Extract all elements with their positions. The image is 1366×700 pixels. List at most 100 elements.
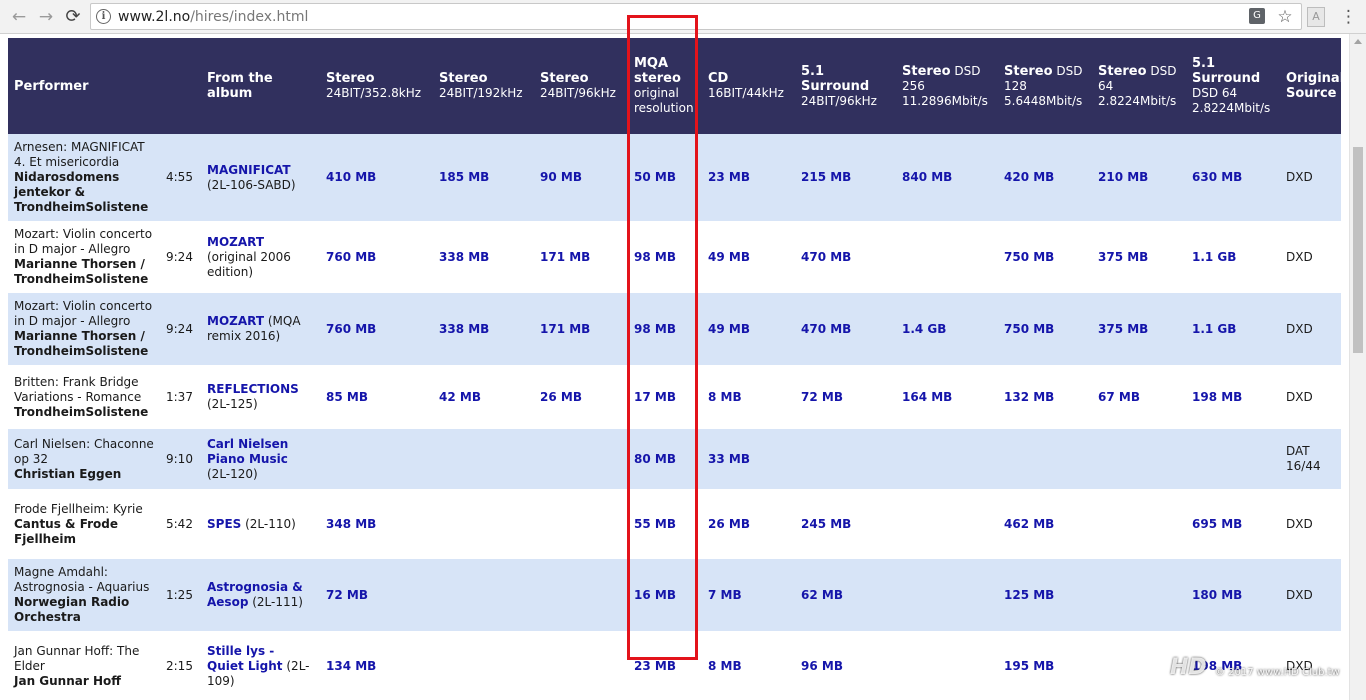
download-link[interactable]: 338 MB — [439, 249, 490, 264]
download-link[interactable]: 72 MB — [801, 389, 843, 404]
download-link[interactable]: 8 MB — [708, 389, 742, 404]
source-cell: DXD — [1280, 631, 1341, 700]
download-link[interactable]: 33 MB — [708, 451, 750, 466]
artist-name: Marianne Thorsen / TrondheimSolistene — [14, 257, 149, 286]
download-link[interactable]: 215 MB — [801, 170, 852, 184]
download-link[interactable]: 470 MB — [801, 249, 852, 264]
download-cell-dsd128: 750 MB — [998, 221, 1092, 293]
download-link[interactable]: 410 MB — [326, 170, 377, 184]
empty-cell — [998, 429, 1092, 489]
album-link[interactable]: MOZART — [207, 234, 265, 249]
download-link[interactable]: 1.1 GB — [1192, 321, 1237, 336]
download-link[interactable]: 164 MB — [902, 389, 953, 404]
download-link[interactable]: 7 MB — [708, 587, 742, 602]
download-link[interactable]: 1.1 GB — [1192, 249, 1237, 264]
url-text[interactable]: www.2l.no/hires/index.html — [118, 8, 308, 26]
download-link[interactable]: 198 MB — [1192, 389, 1243, 404]
header-surround-dsd: 5.1 Surround DSD 64 2.8224Mbit/s — [1186, 38, 1280, 134]
table-header-row: Performer From the album Stereo 24BIT/352… — [8, 38, 1344, 134]
download-link[interactable]: 67 MB — [1098, 389, 1140, 404]
download-link[interactable]: 695 MB — [1192, 516, 1243, 531]
download-link[interactable]: 17 MB — [634, 389, 676, 404]
album-cell: MOZART (original 2006 edition) — [201, 221, 320, 293]
download-link[interactable]: 462 MB — [1004, 516, 1055, 531]
download-link[interactable]: 180 MB — [1192, 587, 1243, 602]
artist-name: Cantus & Frode Fjellheim — [14, 516, 119, 546]
performer-cell: Frode Fjellheim: Kyrie Cantus & Frode Fje… — [8, 489, 160, 559]
scroll-up-icon[interactable] — [1354, 39, 1362, 44]
download-link[interactable]: 134 MB — [326, 658, 377, 673]
download-link[interactable]: 23 MB — [634, 658, 676, 673]
download-link[interactable]: 49 MB — [708, 321, 750, 336]
download-link[interactable]: 348 MB — [326, 516, 377, 531]
source-cell: DAT 16/44 — [1280, 429, 1341, 489]
download-cell-mqa: 55 MB — [628, 489, 702, 559]
download-link[interactable]: 760 MB — [326, 321, 377, 336]
info-icon[interactable]: i — [96, 9, 111, 24]
download-link[interactable]: 8 MB — [708, 658, 742, 673]
download-cell-mqa: 80 MB — [628, 429, 702, 489]
download-link[interactable]: 210 MB — [1098, 170, 1149, 184]
download-link[interactable]: 750 MB — [1004, 321, 1055, 336]
download-link[interactable]: 470 MB — [801, 321, 852, 336]
download-link[interactable]: 338 MB — [439, 321, 490, 336]
download-link[interactable]: 750 MB — [1004, 249, 1055, 264]
download-link[interactable]: 420 MB — [1004, 170, 1055, 184]
download-link[interactable]: 375 MB — [1098, 321, 1149, 336]
download-link[interactable]: 171 MB — [540, 321, 591, 336]
download-link[interactable]: 49 MB — [708, 249, 750, 264]
translate-icon[interactable]: G — [1249, 8, 1265, 24]
url-host: www.2l.no — [118, 9, 191, 25]
bookmark-star-icon[interactable]: ☆ — [1277, 7, 1293, 27]
download-link[interactable]: 26 MB — [708, 516, 750, 531]
download-link[interactable]: 375 MB — [1098, 249, 1149, 264]
extension-icon[interactable]: A — [1307, 7, 1325, 27]
download-link[interactable]: 96 MB — [801, 658, 843, 673]
download-cell-surdsd: 630 MB — [1186, 134, 1280, 221]
download-link[interactable]: 42 MB — [439, 389, 481, 404]
album-link[interactable]: MOZART — [207, 314, 265, 328]
download-link[interactable]: 198 MB — [1192, 658, 1243, 673]
download-link[interactable]: 90 MB — [540, 170, 582, 184]
empty-cell — [896, 559, 998, 631]
artist-name: TrondheimSolistene — [14, 404, 149, 419]
duration-cell: 5:42 — [160, 489, 201, 559]
scrollbar[interactable] — [1349, 34, 1366, 700]
forward-icon[interactable]: → — [38, 7, 54, 27]
album-link[interactable]: REFLECTIONS — [207, 382, 299, 396]
download-link[interactable]: 185 MB — [439, 170, 490, 184]
download-link[interactable]: 630 MB — [1192, 170, 1243, 184]
album-link[interactable]: Carl Nielsen Piano Music — [207, 436, 289, 466]
download-link[interactable]: 50 MB — [634, 170, 676, 184]
download-link[interactable]: 125 MB — [1004, 587, 1055, 602]
download-link[interactable]: 62 MB — [801, 587, 843, 602]
download-link[interactable]: 98 MB — [634, 321, 676, 336]
download-link[interactable]: 245 MB — [801, 516, 852, 531]
download-link[interactable]: 23 MB — [708, 170, 750, 184]
download-link[interactable]: 132 MB — [1004, 389, 1055, 404]
header-mqa: MQA stereo original resolution — [628, 38, 702, 134]
download-link[interactable]: 55 MB — [634, 516, 676, 531]
album-link[interactable]: MAGNIFICAT — [207, 162, 291, 177]
download-link[interactable]: 760 MB — [326, 249, 377, 264]
menu-icon[interactable]: ⋮ — [1340, 7, 1357, 27]
album-link[interactable]: Stille lys - Quiet Light — [207, 643, 283, 673]
download-link[interactable]: 195 MB — [1004, 658, 1055, 673]
header-cd: CD 16BIT/44kHz — [702, 38, 795, 134]
back-icon[interactable]: ← — [11, 7, 27, 27]
download-link[interactable]: 26 MB — [540, 389, 582, 404]
album-link[interactable]: Astrognosia & Aesop — [207, 580, 303, 609]
scroll-thumb[interactable] — [1353, 147, 1363, 353]
download-link[interactable]: 80 MB — [634, 451, 676, 466]
address-bar[interactable]: i www.2l.no/hires/index.html G ☆ — [90, 3, 1302, 30]
download-link[interactable]: 840 MB — [902, 170, 953, 184]
reload-icon[interactable]: ⟳ — [65, 6, 81, 27]
download-link[interactable]: 98 MB — [634, 249, 676, 264]
download-link[interactable]: 16 MB — [634, 587, 676, 602]
download-link[interactable]: 171 MB — [540, 249, 591, 264]
album-link[interactable]: SPES — [207, 516, 242, 531]
performer-cell: Britten: Frank Bridge Variations - Roman… — [8, 365, 160, 429]
download-link[interactable]: 1.4 GB — [902, 321, 947, 336]
download-link[interactable]: 72 MB — [326, 587, 368, 602]
download-link[interactable]: 85 MB — [326, 389, 368, 404]
